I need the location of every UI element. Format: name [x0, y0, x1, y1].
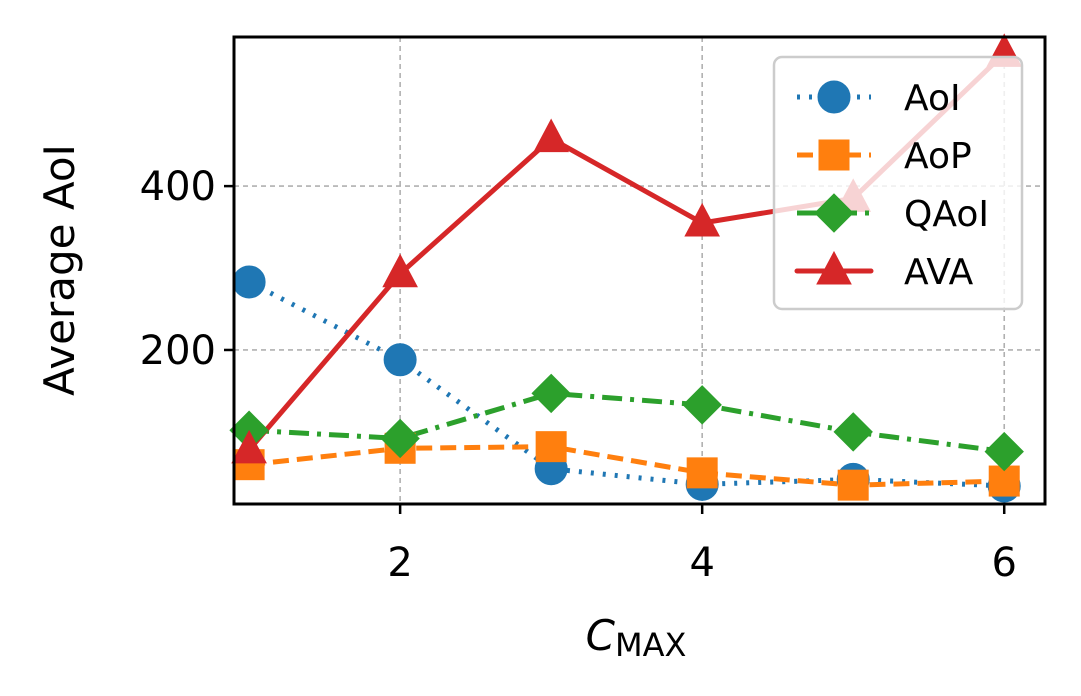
data-point-qaoi [531, 373, 571, 414]
x-tick-label: 4 [689, 540, 714, 586]
legend-label-qaoi: QAoI [904, 194, 989, 235]
legend-box [772, 55, 1024, 311]
legend-marker-aop [818, 139, 850, 171]
y-axis-ticks: 200 400 [140, 164, 234, 374]
data-point-aop [686, 457, 718, 489]
x-axis-title: CMAX [586, 611, 687, 664]
legend-marker-qaoi [814, 193, 854, 233]
data-point-ava [231, 429, 267, 464]
data-point-aoi [383, 343, 417, 377]
y-axis-title: Average AoI [35, 144, 84, 396]
y-tick-label: 200 [140, 328, 216, 374]
x-axis-title-main: C [586, 611, 616, 660]
legend-marker-aoi [817, 80, 851, 114]
data-point-aop [837, 469, 869, 501]
series-line-aop [248, 444, 1005, 488]
data-point-qaoi [833, 412, 873, 452]
data-point-ava [533, 118, 569, 153]
y-tick-label: 400 [140, 164, 216, 210]
series-line-qaoi [248, 390, 1005, 455]
data-point-qaoi [682, 385, 722, 425]
data-point-qaoi [380, 418, 420, 459]
data-point-qaoi [984, 431, 1024, 472]
data-point-ava [382, 253, 418, 288]
x-axis-ticks: 2 4 6 [387, 504, 1017, 586]
x-tick-label: 6 [991, 540, 1016, 586]
x-tick-label: 2 [387, 540, 412, 586]
legend-label-aoi: AoI [904, 78, 961, 119]
legend-label-ava: AVA [904, 252, 974, 293]
legend-marker-ava [816, 250, 852, 285]
legend-label-aop: AoP [904, 136, 972, 177]
data-point-ava [684, 202, 721, 237]
data-point-aoi [232, 265, 266, 299]
data-point-aop [535, 431, 567, 463]
plot-frame [232, 35, 1047, 506]
series-line-aoi [247, 279, 1005, 489]
legend: AoI AoP QAoI AVA [772, 55, 1024, 311]
x-axis-title-sub: MAX [615, 626, 686, 664]
